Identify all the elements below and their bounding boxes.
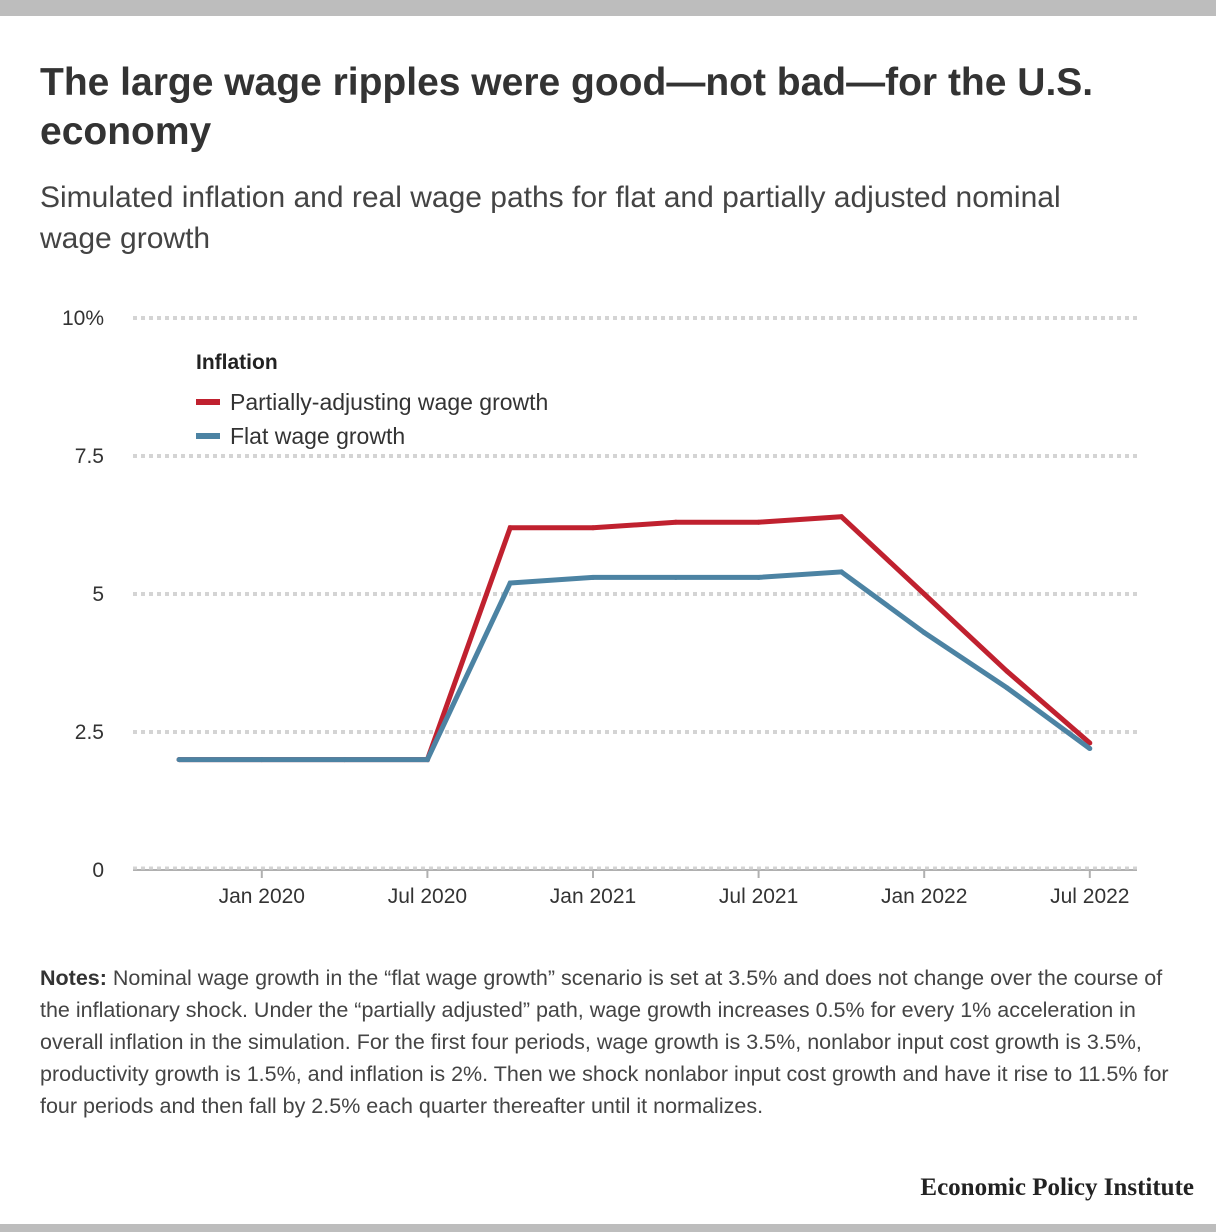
x-tick-label: Jan 2020	[219, 885, 305, 908]
x-tick-label: Jul 2020	[388, 885, 467, 908]
data-point	[1004, 668, 1010, 674]
legend-title: Inflation	[196, 351, 278, 374]
data-point	[1087, 740, 1093, 746]
x-axis: Jan 2020 Jul 2020 Jan 2021 Jul 2021 Jan 2022…	[133, 866, 1137, 908]
y-tick-label: 5	[92, 583, 104, 606]
gridlines: 0 2.5 5 7.5 10%	[62, 307, 1137, 882]
legend: Inflation Partially-adjusting wage growt…	[196, 351, 548, 449]
line-chart: 0 2.5 5 7.5 10% Jan 2020 Jul 2020 Jan 2021 Jul …	[62, 307, 1137, 908]
y-tick-label: 2.5	[75, 721, 104, 744]
x-tick-label: Jan 2022	[881, 885, 967, 908]
data-point	[921, 591, 927, 597]
notes-label: Notes:	[40, 966, 107, 990]
legend-label-partial: Partially-adjusting wage growth	[230, 389, 548, 415]
y-tick-label: 0	[92, 859, 104, 882]
legend-label-flat: Flat wage growth	[230, 423, 405, 449]
y-tick-label: 10%	[62, 307, 104, 330]
data-point	[838, 514, 844, 520]
x-tick-label: Jul 2022	[1050, 885, 1129, 908]
notes-text: Nominal wage growth in the “flat wage gr…	[40, 966, 1169, 1118]
top-border	[0, 0, 1216, 16]
chart-title: The large wage ripples were good—not bad…	[40, 61, 1094, 153]
series-line-flat	[179, 569, 1092, 763]
data-point	[590, 525, 596, 531]
y-tick-label: 7.5	[75, 445, 104, 468]
x-tick-label: Jan 2021	[550, 885, 636, 908]
data-point	[507, 525, 513, 531]
data-point	[756, 519, 762, 525]
bottom-border	[0, 1224, 1216, 1232]
data-point	[673, 519, 679, 525]
series-lines	[176, 514, 1093, 763]
notes: Notes: Nominal wage growth in the “flat …	[40, 962, 1170, 1122]
x-tick-label: Jul 2021	[719, 885, 798, 908]
source-credit: Economic Policy Institute	[920, 1174, 1194, 1201]
series-line-partial	[179, 514, 1092, 763]
chart-subtitle: Simulated inflation and real wage paths …	[40, 181, 1061, 255]
